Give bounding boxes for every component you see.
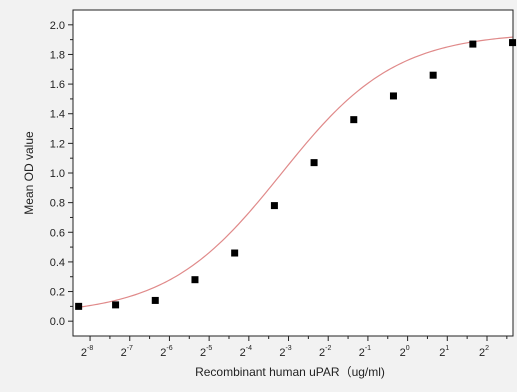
y-tick-label: 0.0 <box>50 316 65 328</box>
data-point <box>350 116 358 124</box>
x-tick-label: 2-8 <box>81 345 93 359</box>
x-tick-label: 2-4 <box>240 345 252 359</box>
data-point <box>75 302 83 310</box>
fit-curve <box>78 36 513 308</box>
y-tick-label: 2.0 <box>50 20 65 32</box>
data-point <box>191 276 199 284</box>
x-tick-label: 20 <box>400 345 410 359</box>
y-tick-label: 0.2 <box>50 287 65 299</box>
x-tick-label: 2-6 <box>160 345 172 359</box>
x-axis-ticks: 2-8 2-7 2-6 2-5 2-4 2-3 2-2 2-1 20 21 22 <box>81 336 508 359</box>
plot-area <box>72 9 514 337</box>
y-axis-title: Mean OD value <box>22 131 36 215</box>
data-point <box>469 40 477 48</box>
data-point <box>429 71 437 79</box>
y-tick-label: 1.8 <box>50 49 65 61</box>
y-axis-ticks: 0.0 0.2 0.4 0.6 0.8 1.0 1.2 1.4 1.6 1.8 2.0 <box>50 20 73 328</box>
x-axis-title: Recombinant human uPAR（ug/ml) <box>195 365 385 379</box>
x-tick-label: 2-2 <box>319 345 331 359</box>
data-point <box>112 301 120 309</box>
data-point <box>509 39 517 47</box>
y-tick-label: 1.0 <box>50 168 65 180</box>
x-tick-label: 21 <box>439 345 449 359</box>
data-point <box>310 159 318 167</box>
y-tick-label: 1.4 <box>50 109 65 121</box>
x-tick-label: 2-7 <box>121 345 133 359</box>
data-point <box>151 296 159 304</box>
x-tick-label: 2-5 <box>200 345 212 359</box>
y-tick-label: 0.6 <box>50 227 65 239</box>
x-tick-label: 22 <box>479 345 489 359</box>
data-point <box>389 92 397 100</box>
y-tick-label: 0.4 <box>50 257 65 269</box>
x-tick-label: 2-1 <box>359 345 371 359</box>
x-tick-label: 2-3 <box>279 345 291 359</box>
data-point <box>231 249 239 257</box>
y-tick-label: 1.2 <box>50 138 65 150</box>
y-tick-label: 1.6 <box>50 79 65 91</box>
data-points <box>75 39 517 310</box>
y-tick-label: 0.8 <box>50 198 65 210</box>
data-point <box>270 202 278 210</box>
